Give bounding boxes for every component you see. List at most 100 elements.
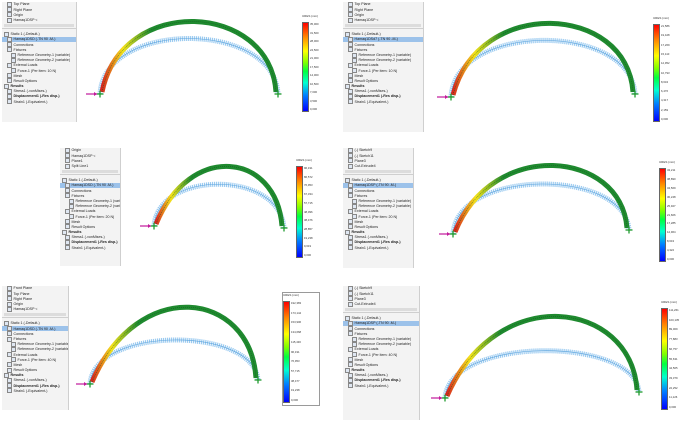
tree-item[interactable]: Top Plane bbox=[2, 291, 68, 297]
tree-item[interactable]: Stress1 (-vonMises-) bbox=[343, 234, 413, 240]
tree-item[interactable]: Connections bbox=[60, 188, 120, 194]
tree-item[interactable]: Top Plane bbox=[343, 2, 423, 7]
tree-item[interactable]: Reference Geometry-2 (variable) bbox=[343, 203, 413, 209]
tree-item[interactable]: Mesh bbox=[60, 219, 120, 225]
tree-item[interactable]: Hamaq1DSD (-TN 90 -M-) bbox=[2, 326, 68, 332]
tree-item[interactable]: Strain1 (-Equivalent-) bbox=[2, 388, 68, 394]
tree-item[interactable]: External Loads bbox=[2, 352, 68, 358]
tree-item[interactable]: Displacement1 (-Res disp-) bbox=[343, 94, 423, 99]
tree-item[interactable]: Reference Geometry-1 (variable) bbox=[343, 52, 423, 58]
tree-item[interactable]: Origin bbox=[2, 12, 76, 18]
tree-item[interactable]: Strain1 (-Equivalent-) bbox=[343, 99, 423, 105]
tree-item[interactable]: (-) Sketch11 bbox=[343, 291, 419, 297]
tree-item[interactable]: Cut-Extrude4 bbox=[343, 301, 419, 307]
tree-item[interactable]: External Loads bbox=[343, 62, 423, 68]
tree-item[interactable]: Result Options bbox=[343, 224, 413, 230]
tree-item[interactable]: Hamaq1DSd7 (-TN 90 -M-) bbox=[343, 36, 423, 43]
tree-item[interactable]: Stress1 (-vonMises-) bbox=[343, 88, 423, 94]
tree-item[interactable]: Fixtures bbox=[343, 193, 413, 199]
tree-item[interactable]: (-) Sketch9 bbox=[343, 286, 419, 291]
tree-item[interactable]: Results bbox=[2, 372, 68, 378]
feature-tree[interactable]: Top Plane Right Plane Origin Hamaq1DSP < Sta… bbox=[2, 2, 77, 122]
tree-item[interactable]: Strain1 (-Equivalent-) bbox=[2, 99, 76, 105]
tree-item[interactable]: Force-1 (Per item: 20 N) bbox=[60, 214, 120, 220]
tree-item[interactable]: Static 1 (-Default-) bbox=[343, 315, 419, 321]
tree-item[interactable]: Reference Geometry-2 (variable) bbox=[60, 203, 120, 209]
tree-item[interactable]: Origin bbox=[343, 12, 423, 18]
tree-item[interactable]: Stress1 (-vonMises-) bbox=[2, 88, 76, 94]
tree-item[interactable]: Plane3 bbox=[343, 158, 413, 164]
tree-item[interactable]: Stress1 (-vonMises-) bbox=[343, 372, 419, 378]
tree-item[interactable]: Connections bbox=[2, 331, 68, 337]
tree-item[interactable]: Hamaq1DSD (-TN 90 -M-) bbox=[2, 36, 76, 43]
tree-item[interactable]: Mesh bbox=[2, 73, 76, 79]
tree-item[interactable]: Results bbox=[2, 83, 76, 89]
tree-item[interactable]: (-) Sketch9 bbox=[343, 148, 413, 153]
tree-item[interactable]: Result Options bbox=[60, 224, 120, 230]
tree-item[interactable]: (-) Sketch11 bbox=[343, 153, 413, 159]
feature-tree[interactable]: (-) Sketch9 (-) Sketch11 Plane3 Cut-Extrude… bbox=[343, 148, 414, 268]
tree-item[interactable]: Result Options bbox=[2, 367, 68, 373]
tree-item[interactable]: Plane1 bbox=[60, 158, 120, 164]
tree-item[interactable]: Top Plane bbox=[2, 2, 76, 7]
tree-item[interactable]: External Loads bbox=[343, 346, 419, 352]
tree-item[interactable]: Origin bbox=[60, 148, 120, 153]
tree-item[interactable]: Strain1 (-Equivalent-) bbox=[343, 383, 419, 389]
tree-item[interactable]: Stress1 (-vonMises-) bbox=[2, 378, 68, 383]
feature-tree[interactable]: Top Plane Right Plane Origin Hamaq1DSP < Sta… bbox=[343, 2, 424, 132]
tree-item[interactable]: Reference Geometry-2 (variable) bbox=[2, 57, 76, 63]
tree-item[interactable]: Results bbox=[343, 83, 423, 89]
tree-scrollbar[interactable] bbox=[345, 169, 411, 173]
tree-item[interactable]: Fixtures bbox=[343, 47, 423, 53]
tree-item[interactable]: Reference Geometry-1 (variable) bbox=[2, 52, 76, 58]
tree-item[interactable]: Hamaq1DSP < bbox=[60, 153, 120, 159]
tree-scrollbar[interactable] bbox=[345, 307, 417, 311]
tree-item[interactable]: Result Options bbox=[2, 78, 76, 84]
feature-tree[interactable]: Origin Hamaq1DSP < Plane1 Split Line1 Static… bbox=[60, 148, 121, 266]
graphics-viewport[interactable] bbox=[423, 286, 659, 426]
graphics-viewport[interactable] bbox=[80, 2, 302, 140]
tree-item[interactable]: Result Options bbox=[343, 78, 423, 84]
tree-item[interactable]: Cut-Extrude4 bbox=[343, 163, 413, 169]
tree-item[interactable]: Hamaq1DSP (-TN 90 -M-) bbox=[343, 182, 413, 189]
feature-tree[interactable]: Front Plane Top Plane Right Plane Origin Ham… bbox=[2, 286, 69, 410]
tree-item[interactable]: Displacement1 (-Res disp-) bbox=[2, 383, 68, 389]
tree-item[interactable]: Reference Geometry-2 (variable) bbox=[343, 57, 423, 63]
tree-item[interactable]: Reference Geometry-1 (variable) bbox=[343, 336, 419, 342]
tree-item[interactable]: Reference Geometry-1 (variable) bbox=[2, 341, 68, 347]
tree-item[interactable]: Result Options bbox=[343, 362, 419, 368]
tree-item[interactable]: Force-1 (Per item: 40 N) bbox=[343, 352, 419, 358]
tree-scrollbar[interactable] bbox=[345, 23, 421, 27]
tree-scrollbar[interactable] bbox=[4, 312, 66, 316]
tree-item[interactable]: Mesh bbox=[343, 357, 419, 363]
tree-item[interactable]: Displacement1 (-Res disp-) bbox=[343, 378, 419, 383]
tree-item[interactable]: Reference Geometry-1 (variable) bbox=[343, 198, 413, 204]
tree-item[interactable]: Strain1 (-Equivalent-) bbox=[343, 245, 413, 251]
tree-item[interactable]: Fixtures bbox=[2, 336, 68, 342]
tree-item[interactable]: Displacement1 (-Res disp-) bbox=[343, 240, 413, 245]
tree-item[interactable]: Connections bbox=[2, 42, 76, 48]
tree-item[interactable]: Hamaq1DSP < bbox=[2, 306, 68, 312]
graphics-viewport[interactable] bbox=[72, 286, 280, 414]
graphics-viewport[interactable] bbox=[423, 148, 655, 275]
tree-item[interactable]: Results bbox=[343, 367, 419, 373]
graphics-viewport[interactable] bbox=[431, 2, 655, 140]
tree-item[interactable]: Split Line1 bbox=[60, 163, 120, 169]
feature-tree[interactable]: (-) Sketch9 (-) Sketch11 Plane3 Cut-Extrude… bbox=[343, 286, 420, 420]
tree-item[interactable]: Mesh bbox=[2, 362, 68, 368]
tree-item[interactable]: Force-1 (Per item: 10 N) bbox=[2, 68, 76, 74]
tree-item[interactable]: Force-1 (Per item: 20 N) bbox=[343, 214, 413, 220]
tree-scrollbar[interactable] bbox=[4, 23, 74, 27]
tree-item[interactable]: Connections bbox=[343, 188, 413, 194]
tree-item[interactable]: Static 1 (-Default-) bbox=[343, 31, 423, 37]
tree-item[interactable]: Static 1 (-Default-) bbox=[60, 177, 120, 183]
tree-scrollbar[interactable] bbox=[62, 169, 118, 173]
tree-item[interactable]: Hamaq1DSD (-TN 90 -M-) bbox=[60, 182, 120, 189]
tree-item[interactable]: External Loads bbox=[343, 208, 413, 214]
tree-item[interactable]: Right Plane bbox=[343, 7, 423, 13]
tree-item[interactable]: External Loads bbox=[2, 62, 76, 68]
tree-item[interactable]: Hamaq1DSP (-TN 90 -M-) bbox=[343, 320, 419, 327]
tree-item[interactable]: Stress1 (-vonMises-) bbox=[60, 234, 120, 240]
tree-item[interactable]: Hamaq1DSP < bbox=[343, 17, 423, 23]
tree-item[interactable]: Mesh bbox=[343, 73, 423, 79]
